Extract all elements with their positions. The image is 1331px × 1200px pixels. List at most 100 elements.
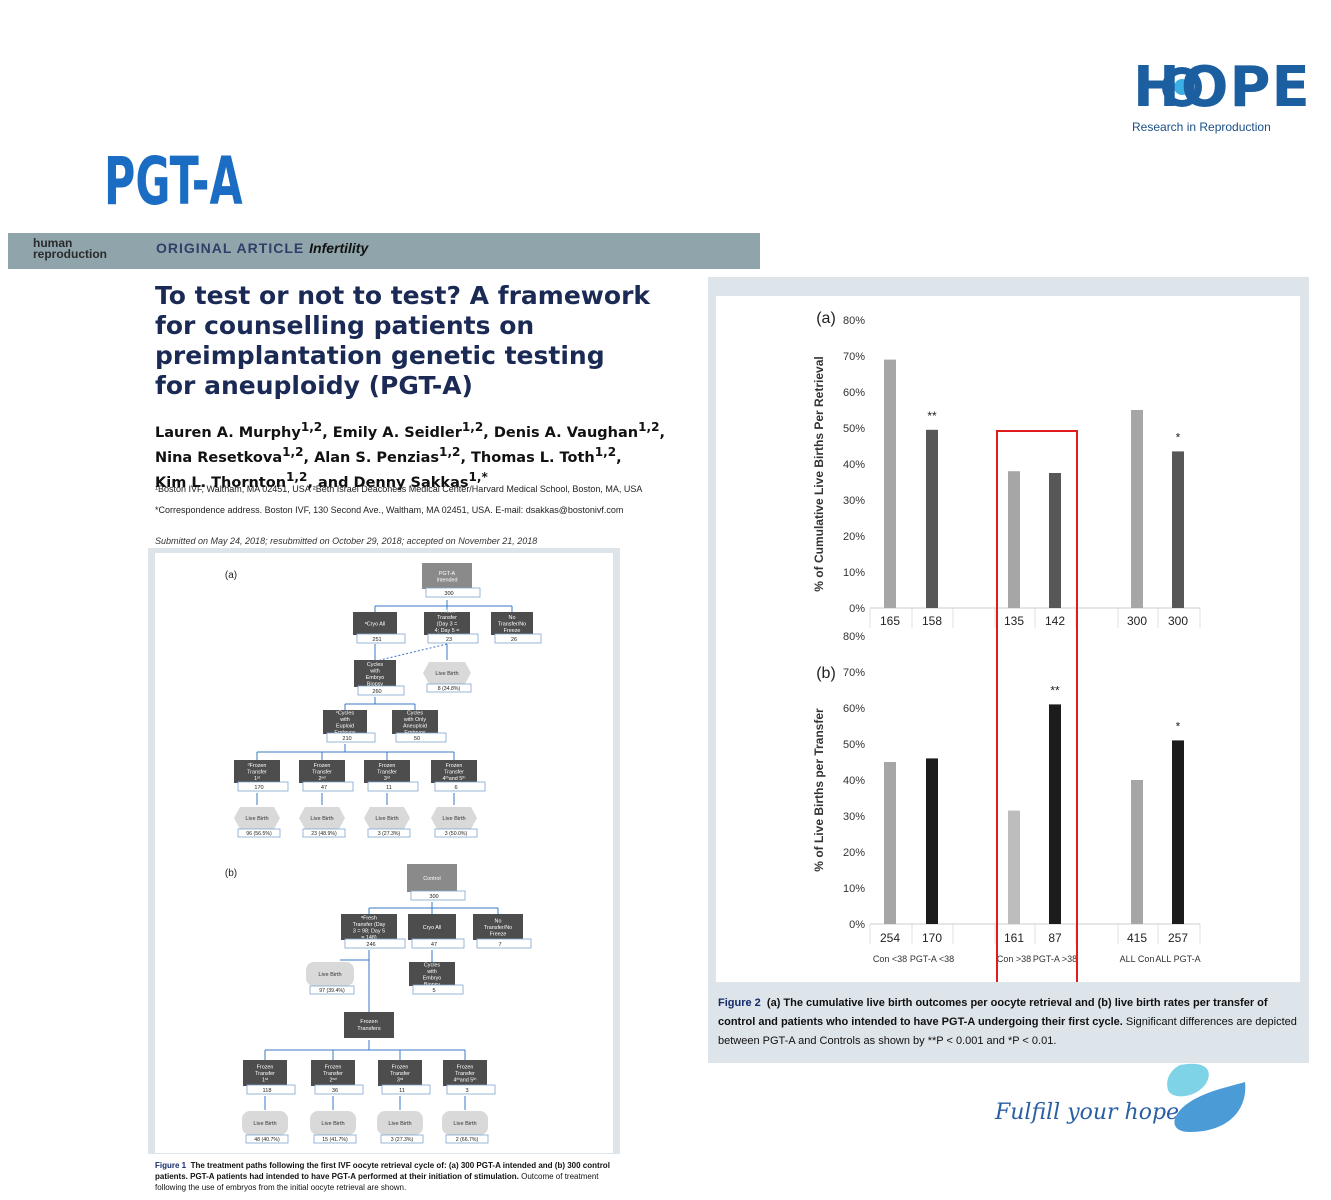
frozen-transfer-a-1-title: 1ˢᵗ — [254, 776, 261, 782]
x-category-label: PGT-A >38 — [1033, 954, 1077, 964]
chart-panel-label: (b) — [816, 665, 836, 682]
live-birth-b-4-box — [442, 1111, 488, 1135]
y-tick-label: 40% — [843, 459, 865, 471]
control-no-transfer-node-title: Transfer/No — [484, 925, 512, 931]
euploid-node-title: ᶜCycles — [336, 710, 354, 716]
live-birth-a-1: Live Birth 96 (56.5%) — [234, 807, 281, 838]
control-fresh-transfer-node-box — [341, 914, 397, 940]
live-birth-a-3-title: Live Birth — [375, 816, 398, 822]
logo-eye-icon — [1162, 67, 1202, 107]
frozen-transfer-b-2-title: Transfer — [323, 1071, 343, 1077]
embryo-biopsy-node-value-box — [357, 685, 405, 696]
live-birth-b-4: Live Birth 2 (66.7%) — [442, 1111, 489, 1144]
live-birth-b-3-value: 3 (27.3%) — [391, 1137, 414, 1143]
frozen-transfer-b-1-title: 1ˢᵗ — [262, 1078, 269, 1084]
frozen-transfer-a-4-box — [431, 760, 477, 783]
live-birth-a-4-value-box — [434, 828, 478, 838]
live-birth-b-3-value-box — [380, 1134, 424, 1144]
frozen-transfer-a-4-value: 6 — [454, 785, 457, 791]
pgta-intended-node-value: 300 — [444, 591, 453, 597]
correspondence: *Correspondence address. Boston IVF, 130… — [155, 505, 624, 515]
figure1-flowchart: (a) PGT-A Intended 300 ᵃCryo All 251 ᵇFresh Tra… — [155, 553, 613, 1153]
frozen-transfer-a-3-value: 11 — [386, 785, 392, 791]
frozen-transfer-b-4-box — [443, 1060, 487, 1086]
embryo-biopsy-node-title: Biopsy — [367, 681, 383, 687]
frozen-transfer-b-2-title: Frozen — [325, 1065, 342, 1071]
bar-n-label: 300 — [1127, 614, 1147, 628]
significance-mark: ** — [927, 409, 937, 423]
live-birth-a-1-value-box — [237, 828, 281, 838]
x-category-label: PGT-A <38 — [910, 954, 954, 964]
frozen-transfer-a-3-title: Transfer — [377, 770, 397, 776]
control-cryo-all-node-title: Cryo All — [423, 925, 442, 931]
control-fresh-live-birth-node-value: 97 (39.4%) — [319, 988, 345, 994]
frozen-transfer-a-3-title: Frozen — [379, 763, 396, 769]
frozen-transfer-b-3-value: 11 — [399, 1088, 405, 1094]
panel-a-label: (a) — [225, 570, 237, 581]
control-frozen-transfers-title: Frozen — [360, 1019, 377, 1025]
y-tick-label: 60% — [843, 387, 865, 399]
control-cryo-all-node-value: 47 — [431, 942, 437, 948]
euploid-node-value: 210 — [342, 736, 351, 742]
fresh-live-birth-node-value-box — [426, 683, 472, 693]
control-biopsy-node-title: Embryo — [423, 975, 442, 981]
y-tick-label: 10% — [843, 567, 865, 579]
live-birth-a-3-value-box — [367, 828, 411, 838]
bar-chart-svg: (a) 0% 10% 20% 30% 40% 50% 60% 70% 80% % of Cumula… — [812, 310, 1201, 982]
control-node-value: 300 — [429, 894, 438, 900]
logo-title: HOPE — [1133, 55, 1311, 120]
control-node-value-box — [410, 890, 466, 901]
control-no-transfer-node-title: No — [495, 919, 502, 925]
x-category-label: ALL PGT-A — [1155, 954, 1200, 964]
bar-1 — [884, 359, 896, 608]
control-fresh-live-birth-node-box — [306, 962, 354, 986]
y-tick-label: 80% — [843, 315, 865, 327]
frozen-transfer-a-4-title: 4ᵗʰand 5ᵗʰ — [443, 776, 466, 782]
y-tick-label: 40% — [843, 775, 865, 787]
aneuploid-node-title: with Only — [403, 717, 426, 723]
euploid-node-title: with — [339, 717, 350, 723]
frozen-transfer-b-4-title: 4ᵗʰand 5ᵗʰ — [454, 1078, 477, 1084]
cryo-all-node: ᵃCryo All 251 — [353, 612, 406, 644]
frozen-transfer-b-2-value-box — [314, 1084, 364, 1095]
x-category-label: Con >38 — [997, 954, 1031, 964]
control-frozen-transfers-title: Transfers — [357, 1026, 381, 1032]
y-axis-title: % of Cumulative Live Births Per Retrieva… — [812, 356, 826, 591]
euploid-node-box — [323, 710, 367, 734]
bar-5 — [1131, 410, 1143, 608]
fresh-live-birth-node-title: Live Birth — [435, 671, 458, 677]
embryo-biopsy-node-box — [354, 660, 396, 687]
live-birth-a-2-value-box — [302, 828, 346, 838]
aneuploid-node-value-box — [395, 732, 447, 743]
control-cryo-all-node-box — [408, 914, 456, 940]
live-birth-b-2-title: Live Birth — [321, 1121, 344, 1127]
frozen-transfer-a-4-title: Frozen — [446, 763, 463, 769]
y-tick-label: 0% — [849, 603, 865, 615]
control-node-title: Control — [423, 876, 440, 882]
y-axis-title: % of Live Births per Transfer — [812, 708, 826, 872]
pgta-intended-node-value-box — [425, 587, 481, 598]
bar-n-label: 161 — [1004, 931, 1024, 945]
fresh-transfer-node-title: ᵇFresh — [439, 609, 455, 615]
live-birth-a-4: Live Birth 3 (50.0%) — [431, 807, 478, 838]
frozen-transfer-a-4-title: Transfer — [444, 770, 464, 776]
frozen-transfer-b-1-box — [243, 1060, 287, 1086]
frozen-transfer-b-1-value: 118 — [263, 1088, 272, 1094]
control-frozen-transfers-box — [344, 1012, 394, 1038]
frozen-transfer-b-3-title: Transfer — [390, 1071, 410, 1077]
bar-n-label: 170 — [922, 931, 942, 945]
live-birth-b-1-box — [242, 1111, 288, 1135]
live-birth-a-1-value: 96 (56.5%) — [246, 831, 272, 837]
no-transfer-node-box — [491, 612, 533, 635]
frozen-transfer-a-3-title: 3ʳᵈ — [384, 776, 390, 782]
cryo-all-node-value: 251 — [372, 637, 381, 643]
